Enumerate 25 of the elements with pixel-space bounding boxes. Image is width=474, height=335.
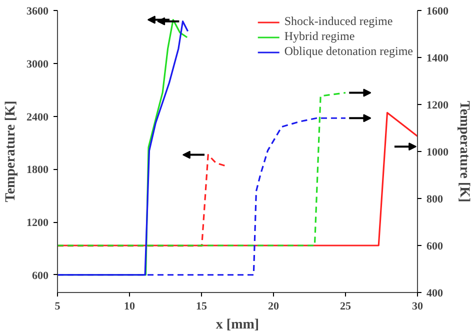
y-tick-label: 3000	[26, 58, 49, 70]
y2-tick-label: 1200	[426, 100, 449, 112]
legend-label: Hybrid regime	[284, 29, 355, 44]
y2-tick-label: 600	[426, 240, 444, 252]
y-tick-label: 3600	[26, 6, 49, 18]
x-tick-label: 25	[340, 300, 352, 312]
x-tick-label: 15	[196, 300, 208, 312]
x-tick-label: 10	[124, 300, 136, 312]
x-tick-label: 5	[54, 300, 61, 312]
y-tick-label: 1200	[26, 217, 49, 229]
x-tick-label: 20	[268, 300, 280, 312]
x-tick-label: 30	[412, 300, 424, 312]
y-tick-label: 2400	[26, 111, 49, 124]
y-axis-title: Temperature [K]	[4, 100, 18, 202]
y2-tick-label: 1000	[426, 146, 449, 158]
y2-tick-label: 800	[426, 194, 444, 206]
y2-tick-label: 400	[426, 288, 444, 300]
y2-tick-label: 1600	[426, 6, 449, 18]
y2-axis-title: Temperature [K]	[456, 100, 472, 202]
y-tick-label: 600	[32, 270, 49, 282]
y-tick-label: 1800	[26, 164, 49, 176]
x-axis-title: x [mm]	[216, 318, 260, 332]
legend-label: Shock-induced regime	[284, 14, 393, 29]
legend-label: Oblique detonation regime	[284, 44, 413, 59]
y2-tick-label: 1400	[426, 52, 449, 64]
